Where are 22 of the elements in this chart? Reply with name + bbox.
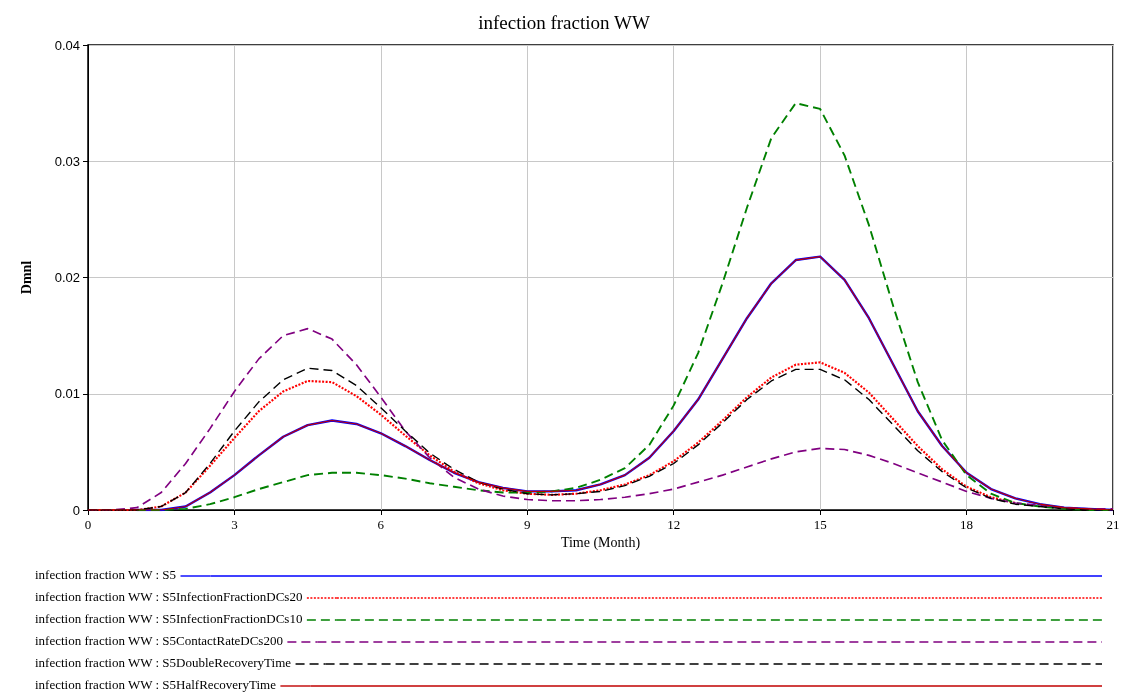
y-tick-label: 0.03 [54,153,80,169]
x-tick-label: 12 [667,517,681,532]
x-tick-label: 0 [84,517,92,532]
legend-label: infection fraction WW : S5ContactRateDCs200 [35,633,283,648]
x-tick-label: 15 [813,517,827,532]
x-tick-label: 21 [1106,517,1120,532]
y-axis-title: Dmnl [18,260,34,295]
x-axis-title: Time (Month) [560,535,641,552]
y-tick-label: 0.04 [54,37,80,53]
y-tick-label: 0.02 [54,270,80,285]
legend-label: infection fraction WW : S5DoubleRecoveryTime [35,655,292,670]
legend-label: infection fraction WW : S5HalfRecoveryTime [35,677,277,692]
x-tick-label: 6 [377,517,385,532]
x-tick-label: 18 [960,517,974,532]
legend-label: infection fraction WW : S5InfectionFractionDCs10 [35,611,303,626]
x-tick-label: 3 [231,517,238,532]
chart-title: infection fraction WW [478,12,650,33]
x-tick-label: 9 [524,517,531,532]
y-tick-label: 0.01 [54,386,80,402]
legend-label: infection fraction WW : S5 [35,567,177,582]
y-tick-label: 0 [72,502,80,518]
legend-label: infection fraction WW : S5InfectionFractionDCs20 [35,589,303,604]
